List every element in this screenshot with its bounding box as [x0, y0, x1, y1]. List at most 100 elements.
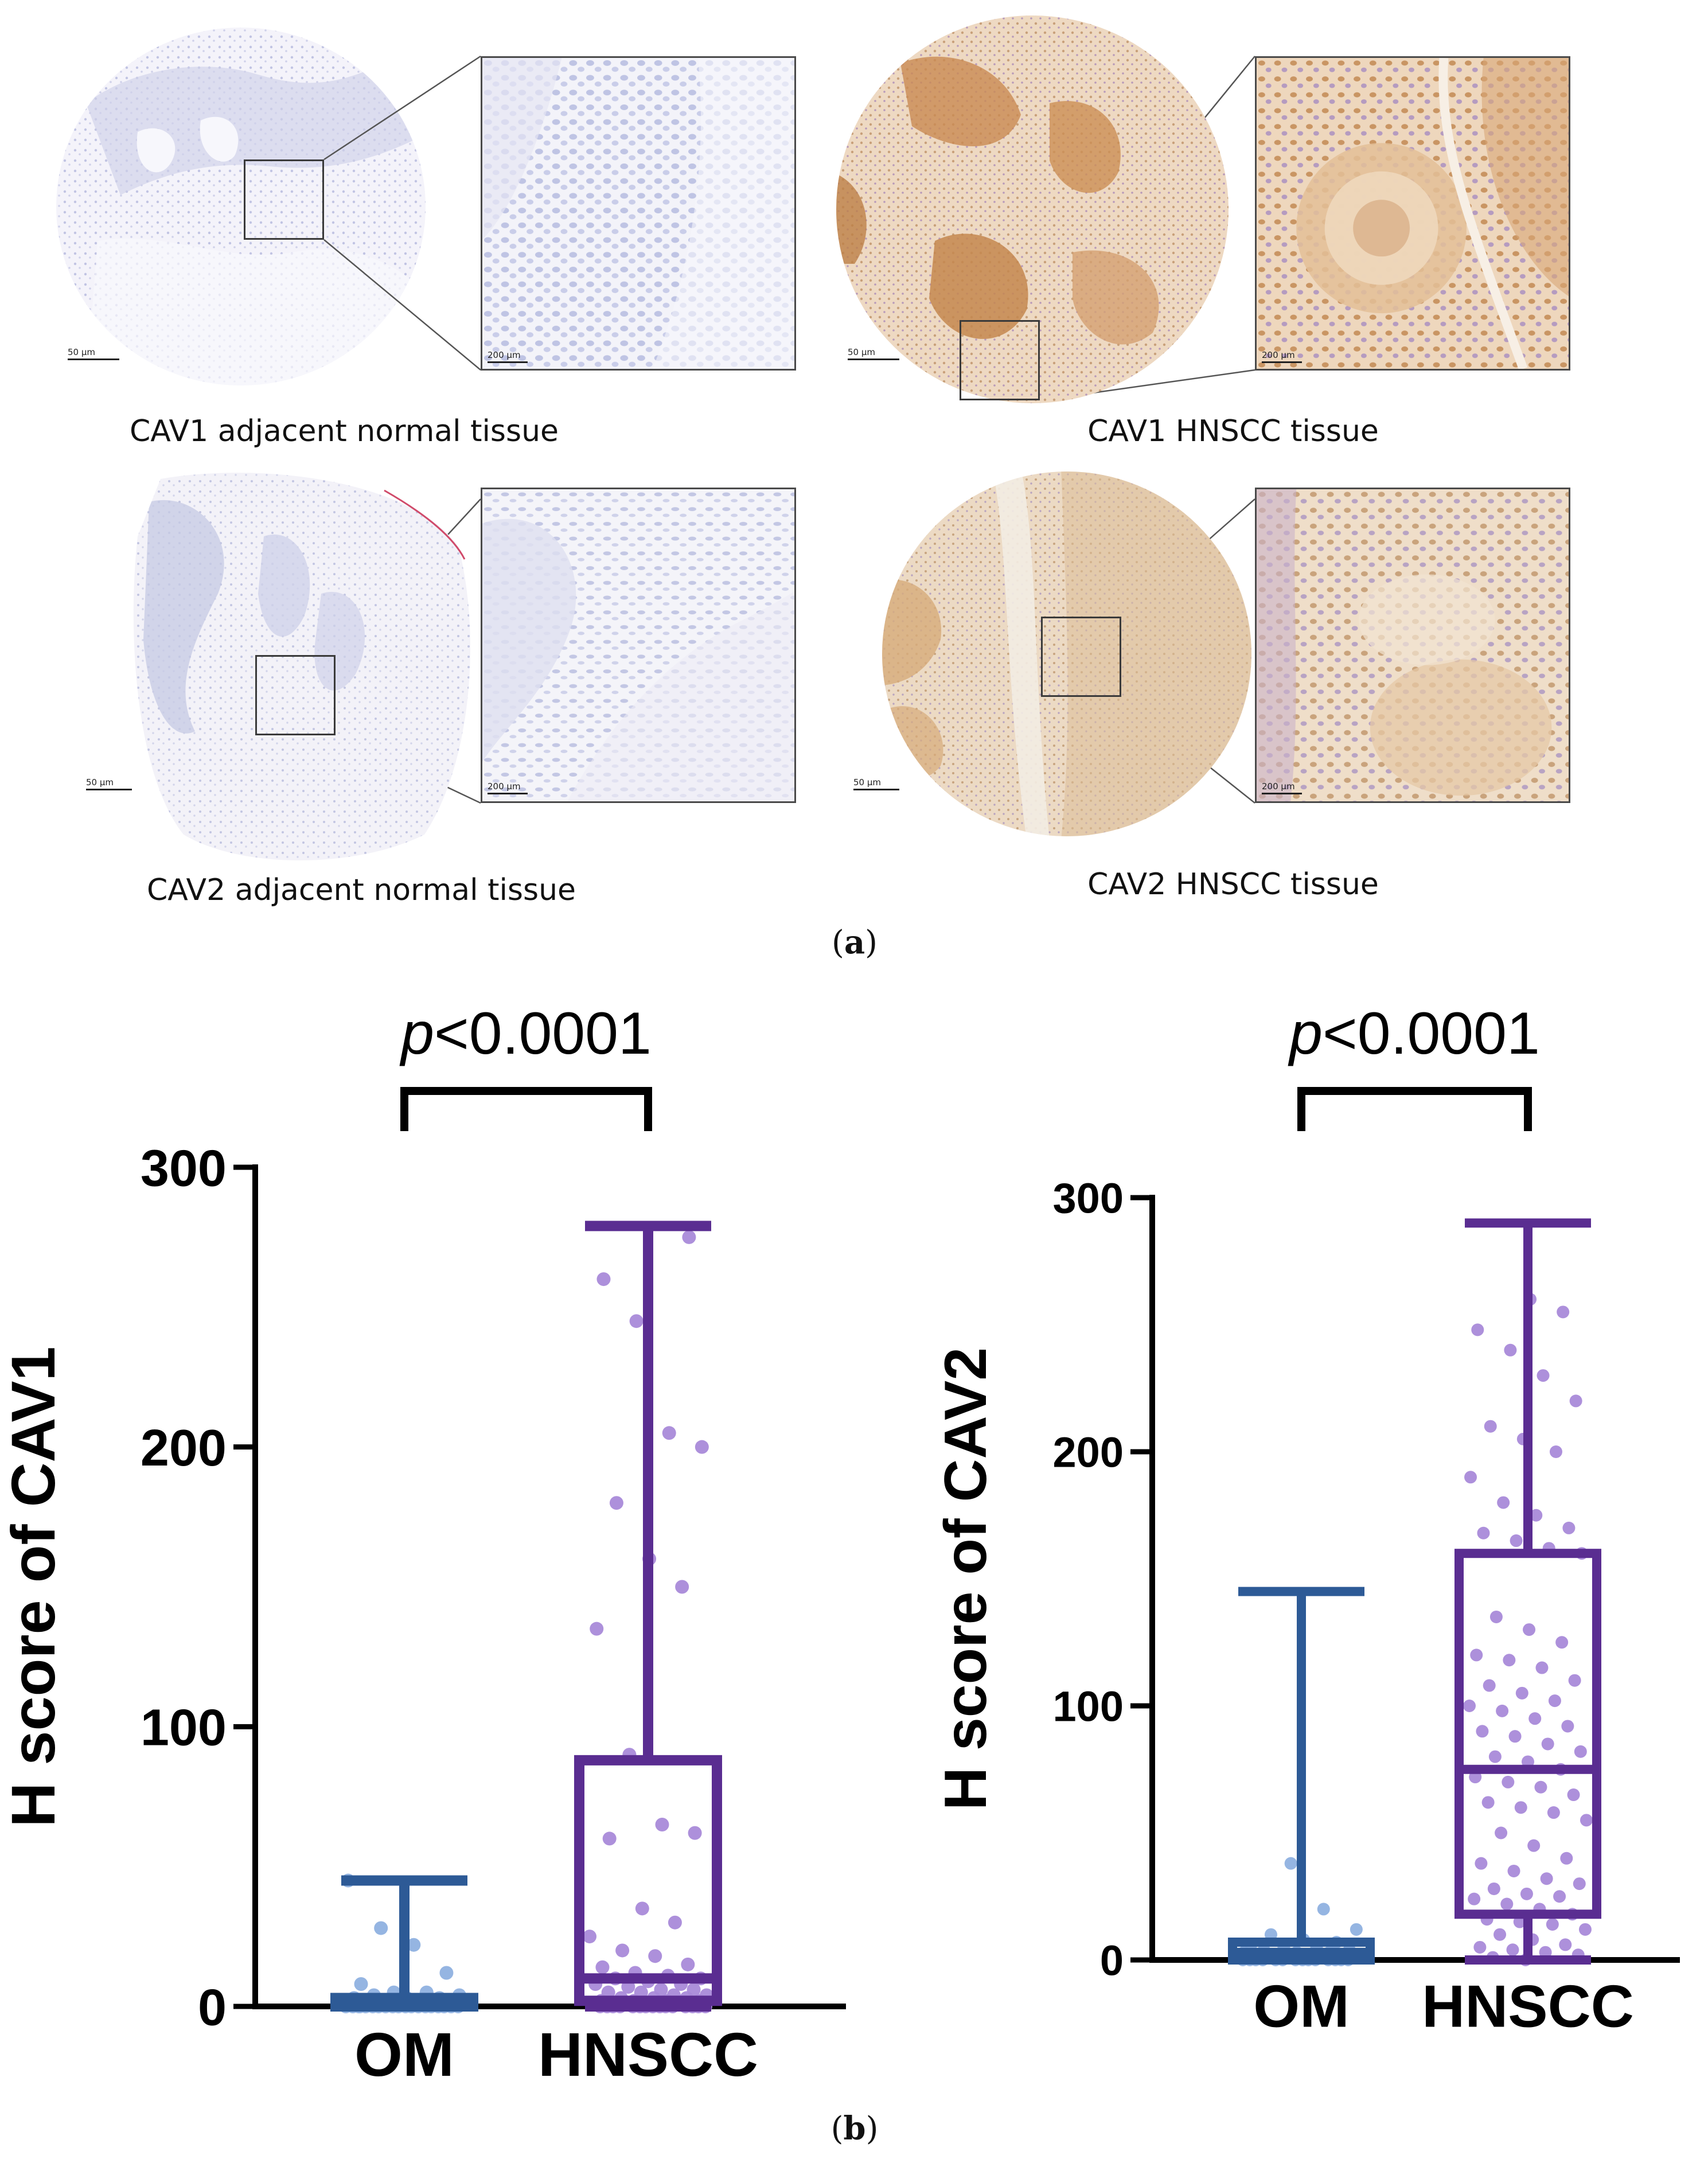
y-axis-label: H score of CAV1 — [0, 1346, 68, 1827]
y-tick-label: 100 — [1053, 1683, 1124, 1731]
y-tick-label: 200 — [1053, 1429, 1124, 1476]
data-point — [688, 1826, 702, 1840]
data-point — [1528, 1712, 1542, 1725]
data-point — [1475, 1857, 1488, 1870]
data-point — [1557, 1305, 1570, 1319]
chart-cav2-boxplot: 0 100 200 300 H score of CAV2 OM HNSCC p<0.0001 — [933, 1000, 1680, 2040]
data-point — [1546, 1918, 1559, 1931]
data-point — [1476, 1725, 1489, 1738]
micro-inset-cav2-normal — [481, 488, 796, 803]
data-point — [596, 1272, 611, 1287]
data-point — [1553, 1890, 1566, 1903]
data-point — [1523, 1623, 1536, 1636]
box-iqr — [1454, 1549, 1601, 1919]
significance-bracket — [400, 1087, 652, 1131]
data-point — [1483, 1679, 1496, 1692]
data-point — [1489, 1610, 1503, 1623]
data-point — [590, 1622, 604, 1636]
data-point — [1484, 1420, 1497, 1433]
roi-box-cav1-hnscc — [960, 320, 1040, 400]
data-point — [648, 1949, 662, 1963]
y-tick-label: 100 — [141, 1700, 227, 1757]
data-point — [1561, 1720, 1574, 1733]
roi-box-cav1-normal — [244, 159, 324, 240]
x-category-label: OM — [1253, 1973, 1350, 2040]
data-point — [1537, 1369, 1550, 1382]
data-point — [354, 1977, 368, 1991]
data-point — [1508, 1730, 1522, 1743]
data-point — [654, 1982, 668, 1997]
micro-core-cav1-hnscc — [836, 15, 1229, 403]
data-point — [1502, 1775, 1515, 1788]
x-category-label: OM — [354, 2020, 454, 2089]
data-point — [583, 1930, 596, 1944]
chart-cav1-boxplot: 0 100 200 300 H score of CAV1 OM HNSCC p<0.0001 — [0, 1000, 846, 2089]
data-point — [1464, 1471, 1477, 1484]
data-point — [1534, 1780, 1547, 1794]
micro-core-cav2-hnscc — [882, 471, 1251, 836]
panel-b-label: (b) — [830, 2110, 879, 2148]
data-point — [1500, 1897, 1514, 1911]
data-point — [1487, 1882, 1500, 1895]
roi-box-cav2-normal — [255, 655, 336, 735]
data-point — [1559, 1938, 1572, 1951]
data-point — [595, 1960, 610, 1974]
data-point — [1530, 1509, 1543, 1522]
data-point — [1496, 1704, 1509, 1717]
data-point — [668, 1915, 682, 1930]
scale-bar-core: 50 µm — [86, 777, 132, 790]
data-point — [1495, 1826, 1508, 1839]
data-point — [655, 1818, 669, 1832]
data-point — [1540, 1872, 1553, 1885]
data-point — [1473, 1940, 1487, 1954]
data-point — [1535, 1661, 1549, 1674]
y-tick-label: 300 — [1053, 1175, 1124, 1222]
roi-box-cav2-hnscc — [1041, 617, 1121, 697]
y-axis-label: H score of CAV2 — [933, 1347, 999, 1810]
data-point — [1471, 1323, 1484, 1336]
data-point — [1488, 1750, 1502, 1763]
data-point — [1515, 1686, 1528, 1700]
micro-core-cav1-normal — [56, 28, 426, 385]
micro-inset-cav1-hnscc — [1255, 56, 1570, 371]
data-point — [1477, 1526, 1490, 1540]
y-tick-label: 200 — [141, 1420, 227, 1477]
box-om — [330, 1873, 478, 2013]
data-point — [1562, 1521, 1576, 1534]
data-point — [1549, 1445, 1562, 1458]
caption-cav2-normal: CAV2 adjacent normal tissue — [146, 873, 576, 907]
data-point — [682, 1230, 696, 1244]
significance-bracket — [1297, 1087, 1532, 1131]
data-point — [1510, 1534, 1523, 1548]
data-point — [1497, 1496, 1510, 1509]
y-tick-label: 300 — [141, 1140, 227, 1197]
micro-inset-cav1-normal — [481, 56, 796, 371]
scale-bar-core: 50 µm — [68, 347, 119, 360]
data-point — [1470, 1648, 1483, 1662]
data-point — [609, 1496, 623, 1510]
data-point — [1548, 1694, 1561, 1708]
scale-bar-core: 50 µm — [848, 347, 899, 360]
data-point — [1481, 1796, 1495, 1809]
data-point — [1527, 1839, 1541, 1852]
data-point — [1503, 1654, 1516, 1667]
box-hnscc — [1454, 1218, 1601, 1966]
data-point — [1567, 1788, 1580, 1802]
micro-inset-cav2-hnscc — [1255, 488, 1570, 803]
scale-bar-inset: 200 µm — [488, 350, 528, 363]
data-point — [1573, 1877, 1586, 1891]
data-point — [1560, 1852, 1573, 1865]
micro-core-cav2-normal — [133, 473, 470, 860]
data-point — [1578, 1923, 1592, 1936]
data-point — [1317, 1903, 1330, 1916]
data-point — [1569, 1394, 1582, 1408]
data-point — [374, 1921, 388, 1935]
box-om — [1228, 1587, 1375, 1966]
y-tick-label: 0 — [198, 1979, 227, 2036]
data-point — [1555, 1636, 1569, 1649]
y-tick-label: 0 — [1100, 1937, 1124, 1985]
caption-cav1-normal: CAV1 adjacent normal tissue — [129, 414, 559, 449]
x-category-label: HNSCC — [1422, 1973, 1634, 2040]
data-point — [635, 1901, 649, 1916]
scale-bar-core: 50 µm — [853, 777, 899, 790]
